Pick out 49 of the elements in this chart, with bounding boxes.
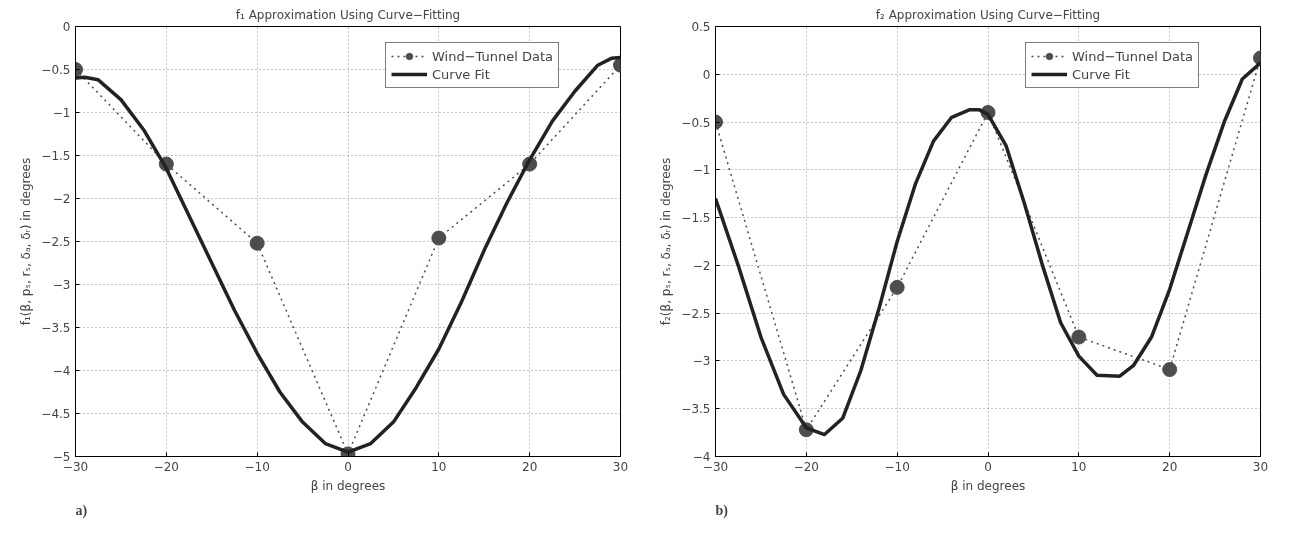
y-tick-label: −1.5 — [681, 211, 711, 226]
legend-label: Curve Fit — [432, 66, 490, 82]
x-tick-label: 0 — [984, 459, 992, 474]
y-tick-label: −3.5 — [681, 402, 711, 417]
text: b) — [715, 502, 729, 519]
chart-title: f₁ Approximation Using Curve−Fitting — [235, 7, 461, 22]
x-axis-title: β in degrees — [310, 478, 386, 493]
y-tick-label: −2 — [52, 192, 71, 206]
text: a) — [75, 502, 88, 519]
x-tick-label: −10 — [884, 459, 910, 474]
point — [889, 279, 905, 295]
x-tick-label: −20 — [793, 459, 819, 474]
x-tick-label: 30 — [1252, 459, 1269, 474]
x-tick-label: −20 — [153, 459, 179, 474]
legend-label: Wind−Tunnel Data — [1072, 48, 1194, 64]
x-axis-title: β in degrees — [950, 478, 1026, 493]
y-tick-label: −2.5 — [681, 306, 711, 321]
y-tick-label: −2 — [692, 258, 711, 273]
x-tick-label: −10 — [244, 459, 270, 474]
y-tick-label: 0 — [62, 20, 71, 34]
x-tick-label: 20 — [522, 459, 538, 474]
y-tick-label: −1 — [52, 106, 71, 120]
y-tick-label: −0.5 — [681, 115, 711, 130]
point — [1162, 362, 1178, 378]
y-tick-label: 0.5 — [691, 20, 711, 34]
y-tick-label: −4.5 — [41, 407, 71, 421]
y-tick-label: 0 — [702, 67, 711, 82]
y-tick-label: −3 — [692, 354, 711, 369]
y-tick-label: −5 — [52, 450, 71, 464]
legend-label: Wind−Tunnel Data — [432, 48, 554, 64]
x-tick-label: 10 — [431, 459, 447, 474]
point — [431, 230, 447, 246]
y-tick-label: −0.5 — [41, 63, 71, 77]
y-tick-label: −1 — [692, 163, 711, 178]
x-tick-label: 20 — [1162, 459, 1178, 474]
y-tick-label: −4 — [52, 364, 71, 378]
x-tick-label: 10 — [1071, 459, 1087, 474]
y-tick-label: −2.5 — [41, 235, 71, 249]
y-axis-title: f₁(β, pₛ, rₛ, δₐ, δᵣ) in degrees — [19, 157, 34, 326]
point — [1071, 329, 1087, 345]
y-tick-label: −3 — [52, 278, 71, 292]
chart-title: f₂ Approximation Using Curve−Fitting — [875, 7, 1101, 22]
y-axis-title: f₂(β, pₛ, rₛ, δₐ, δᵣ) in degrees — [659, 157, 674, 326]
x-tick-label: 0 — [344, 459, 352, 474]
legend-label: Curve Fit — [1072, 66, 1130, 82]
y-tick-label: −1.5 — [41, 149, 71, 163]
point — [249, 235, 265, 251]
x-tick-label: 30 — [612, 459, 629, 474]
y-tick-label: −3.5 — [41, 321, 71, 335]
